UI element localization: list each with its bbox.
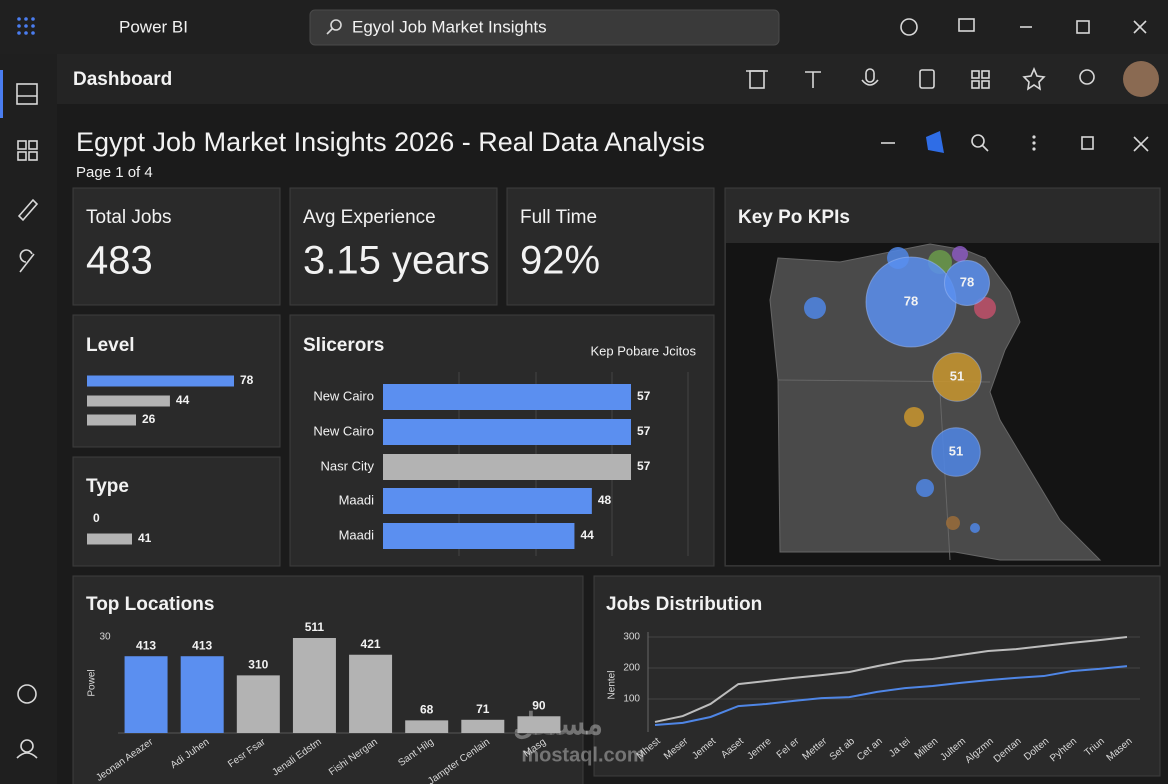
value-label: 78 — [240, 373, 254, 387]
kpi-value: 92% — [520, 239, 600, 283]
value-label: 26 — [142, 412, 156, 426]
copilot-icon[interactable] — [926, 131, 944, 153]
watermark: mostaql.com — [521, 744, 644, 766]
value-label: 413 — [192, 638, 212, 652]
bubble — [943, 259, 991, 307]
bar — [461, 719, 505, 733]
value-label: 48 — [598, 493, 612, 507]
window-icons[interactable] — [900, 18, 1147, 36]
search-icon — [326, 19, 342, 35]
bar — [383, 419, 631, 445]
bubble-label: 78 — [960, 274, 974, 289]
value-label: 511 — [305, 620, 325, 634]
report-title: Egypt Job Market Insights 2026 - Real Da… — [76, 127, 705, 157]
app-name: Power BI — [119, 17, 188, 36]
page-indicator: Page 1 of 4 — [76, 164, 153, 181]
value-label: 421 — [361, 637, 381, 651]
category-label: Maadi — [339, 492, 375, 507]
category-label: Maadi — [339, 527, 375, 542]
bar — [87, 395, 170, 407]
report-toolbar[interactable] — [881, 134, 1149, 152]
type-card — [72, 456, 281, 567]
bubble-label: 51 — [950, 368, 964, 383]
y-tick-label: 200 — [623, 663, 640, 674]
bar — [180, 656, 224, 733]
bubble-label: 78 — [904, 293, 918, 308]
app-launcher[interactable] — [17, 17, 35, 35]
bubble — [931, 427, 981, 477]
value-label: 71 — [476, 702, 490, 716]
bar — [383, 523, 575, 549]
value-label: 413 — [136, 638, 156, 652]
avatar[interactable] — [1123, 61, 1159, 97]
y-tick-label: 100 — [623, 694, 640, 705]
kpi-label: Avg Experience — [303, 207, 436, 228]
value-label: 41 — [138, 531, 152, 545]
bar — [383, 488, 592, 514]
sidebar-icons[interactable] — [16, 83, 39, 759]
value-label: 310 — [248, 658, 268, 672]
y-tick-label: 300 — [623, 632, 640, 643]
y-tick-label: 30 — [99, 632, 111, 643]
search-text[interactable]: Egyol Job Market Insights — [352, 17, 547, 36]
y-axis-label: Powel — [87, 669, 98, 696]
value-label: 68 — [420, 703, 434, 717]
sidebar — [0, 54, 57, 784]
more-icon[interactable] — [1032, 135, 1036, 151]
chart-title: Jobs Distribution — [606, 594, 762, 615]
bar — [383, 384, 631, 410]
chart-title: Key Po KPIs — [738, 207, 850, 228]
line-series — [654, 665, 1128, 727]
kpi-card — [506, 187, 715, 306]
bar — [87, 375, 234, 387]
chart-title: Slicerors — [303, 335, 384, 356]
bar — [87, 533, 132, 545]
sidebar-active — [0, 70, 3, 118]
y-axis-label: Nentel — [607, 671, 618, 700]
bubble — [932, 352, 982, 402]
bar — [405, 720, 449, 733]
bar — [87, 414, 136, 426]
kpi-label: Full Time — [520, 207, 597, 228]
value-label: 57 — [637, 389, 651, 403]
value-label: 57 — [637, 459, 651, 473]
kpi-value: 483 — [86, 239, 153, 283]
map-land — [769, 243, 1102, 561]
bar — [292, 638, 336, 733]
page-heading: Dashboard — [73, 69, 172, 90]
chart-title: Level — [86, 335, 135, 356]
line-series — [654, 636, 1128, 723]
bar — [349, 654, 393, 733]
search-box[interactable] — [309, 9, 780, 46]
kpi-value: 3.15 years — [303, 239, 490, 283]
category-label: New Cairo — [313, 423, 374, 438]
bar — [124, 656, 168, 733]
category-label: New Cairo — [313, 388, 374, 403]
chart-title: Type — [86, 476, 129, 497]
bar — [383, 454, 631, 480]
kpi-card — [72, 187, 281, 306]
category-label: Nasr City — [321, 458, 375, 473]
header-bar — [57, 54, 1168, 104]
distribution-card — [593, 575, 1161, 777]
bubble-label: 51 — [949, 443, 963, 458]
value-label: 57 — [637, 424, 651, 438]
chart-title: Top Locations — [86, 594, 214, 615]
value-label: 0 — [93, 511, 100, 525]
bar — [236, 675, 280, 733]
value-label: 44 — [580, 528, 594, 542]
value-label: 44 — [176, 393, 190, 407]
kpi-card — [289, 187, 498, 306]
bar — [517, 716, 561, 733]
chart-subtitle: Kep Pobare Jcitos — [590, 343, 696, 358]
value-label: 90 — [532, 698, 546, 712]
toolbar-icons[interactable] — [746, 66, 1095, 91]
kpi-label: Total Jobs — [86, 207, 172, 228]
